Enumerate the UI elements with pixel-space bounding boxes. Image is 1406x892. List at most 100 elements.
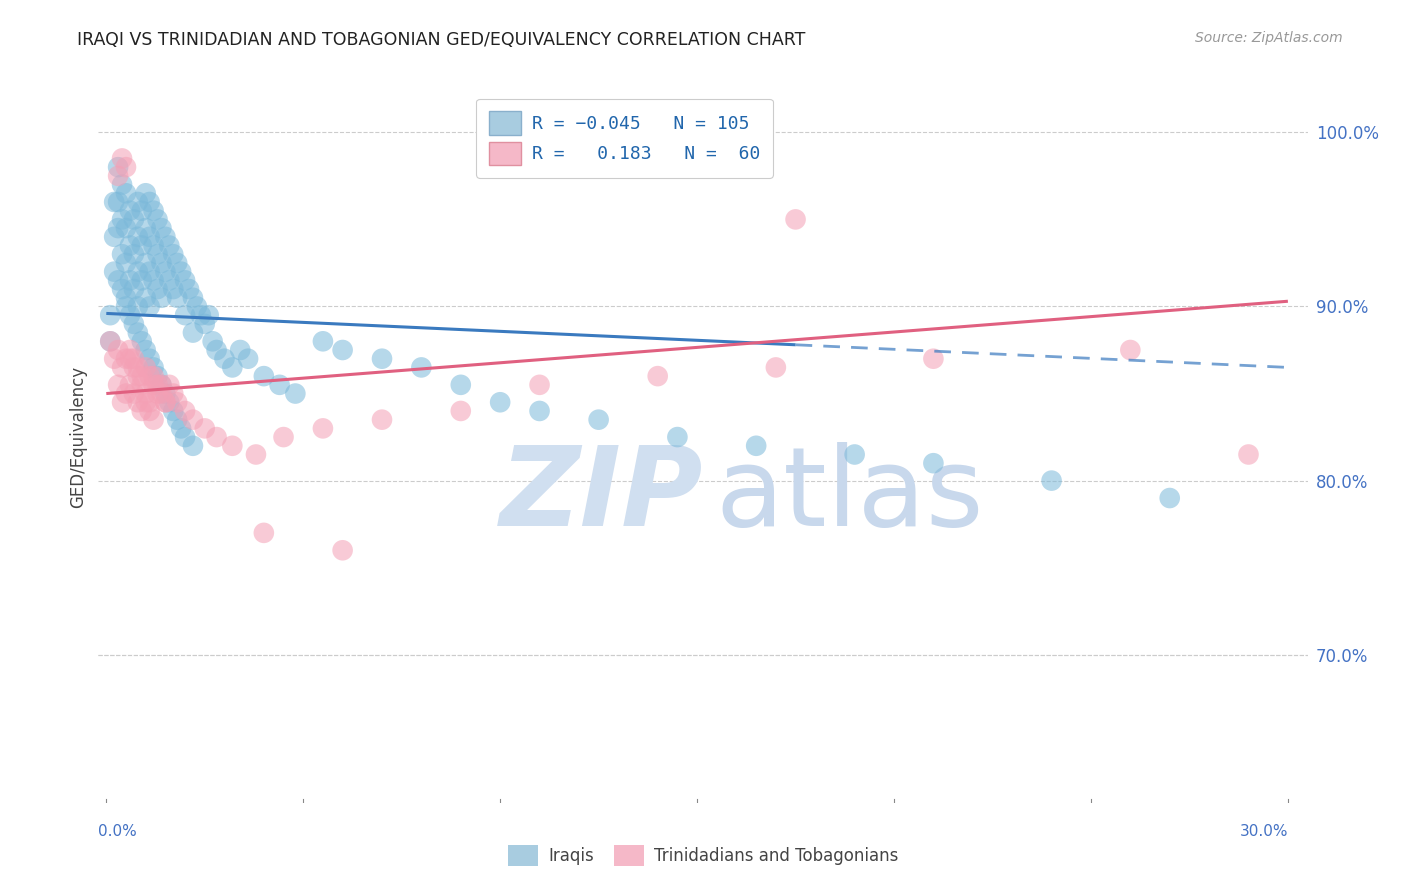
- Y-axis label: GED/Equivalency: GED/Equivalency: [69, 366, 87, 508]
- Point: [138, 351, 160, 366]
- Point: [107, 194, 129, 209]
- Point: [118, 351, 141, 366]
- Point: [269, 377, 291, 392]
- Point: [115, 160, 138, 174]
- Point: [371, 351, 394, 366]
- Point: [155, 386, 177, 401]
- Point: [103, 351, 125, 366]
- Point: [155, 395, 177, 409]
- Point: [122, 360, 145, 375]
- Text: IRAQI VS TRINIDADIAN AND TOBAGONIAN GED/EQUIVALENCY CORRELATION CHART: IRAQI VS TRINIDADIAN AND TOBAGONIAN GED/…: [77, 31, 806, 49]
- Point: [785, 212, 807, 227]
- Point: [118, 203, 141, 218]
- Point: [332, 543, 354, 558]
- Point: [138, 369, 160, 384]
- Point: [174, 430, 197, 444]
- Point: [186, 300, 208, 314]
- Point: [253, 369, 276, 384]
- Point: [745, 439, 768, 453]
- Point: [166, 291, 188, 305]
- Point: [155, 229, 177, 244]
- Point: [111, 282, 134, 296]
- Point: [122, 212, 145, 227]
- Point: [131, 369, 153, 384]
- Point: [142, 360, 165, 375]
- Point: [245, 448, 267, 462]
- Text: 30.0%: 30.0%: [1239, 823, 1288, 838]
- Point: [111, 395, 134, 409]
- Point: [131, 238, 153, 252]
- Point: [588, 412, 610, 426]
- Point: [111, 360, 134, 375]
- Legend: Iraqis, Trinidadians and Tobagonians: Iraqis, Trinidadians and Tobagonians: [502, 838, 904, 873]
- Point: [131, 203, 153, 218]
- Point: [1237, 448, 1260, 462]
- Point: [111, 152, 134, 166]
- Point: [98, 334, 121, 349]
- Point: [922, 351, 945, 366]
- Point: [157, 377, 180, 392]
- Point: [138, 229, 160, 244]
- Point: [214, 351, 236, 366]
- Point: [138, 300, 160, 314]
- Point: [111, 212, 134, 227]
- Point: [122, 386, 145, 401]
- Point: [127, 360, 149, 375]
- Point: [157, 273, 180, 287]
- Point: [131, 404, 153, 418]
- Point: [450, 404, 472, 418]
- Point: [142, 238, 165, 252]
- Point: [312, 334, 335, 349]
- Text: ZIP: ZIP: [499, 442, 703, 549]
- Point: [127, 300, 149, 314]
- Point: [170, 265, 193, 279]
- Point: [922, 456, 945, 470]
- Point: [236, 351, 259, 366]
- Point: [181, 412, 204, 426]
- Point: [205, 430, 228, 444]
- Point: [135, 221, 157, 235]
- Point: [131, 334, 153, 349]
- Point: [122, 247, 145, 261]
- Point: [146, 369, 169, 384]
- Point: [115, 386, 138, 401]
- Point: [312, 421, 335, 435]
- Point: [157, 238, 180, 252]
- Point: [127, 395, 149, 409]
- Point: [150, 377, 173, 392]
- Point: [1119, 343, 1142, 357]
- Point: [174, 404, 197, 418]
- Point: [118, 377, 141, 392]
- Point: [221, 439, 243, 453]
- Point: [150, 377, 173, 392]
- Point: [111, 178, 134, 192]
- Point: [201, 334, 224, 349]
- Point: [98, 334, 121, 349]
- Point: [155, 265, 177, 279]
- Point: [162, 386, 184, 401]
- Point: [115, 221, 138, 235]
- Point: [273, 430, 295, 444]
- Point: [150, 386, 173, 401]
- Point: [1040, 474, 1063, 488]
- Legend: R = −0.045   N = 105, R =   0.183   N =  60: R = −0.045 N = 105, R = 0.183 N = 60: [475, 99, 773, 178]
- Point: [529, 404, 551, 418]
- Point: [162, 404, 184, 418]
- Point: [181, 326, 204, 340]
- Point: [142, 412, 165, 426]
- Point: [142, 369, 165, 384]
- Point: [122, 282, 145, 296]
- Point: [118, 238, 141, 252]
- Point: [107, 221, 129, 235]
- Point: [122, 351, 145, 366]
- Point: [371, 412, 394, 426]
- Point: [127, 229, 149, 244]
- Point: [107, 273, 129, 287]
- Point: [150, 291, 173, 305]
- Point: [138, 265, 160, 279]
- Point: [142, 273, 165, 287]
- Point: [107, 160, 129, 174]
- Point: [115, 300, 138, 314]
- Point: [115, 291, 138, 305]
- Point: [647, 369, 669, 384]
